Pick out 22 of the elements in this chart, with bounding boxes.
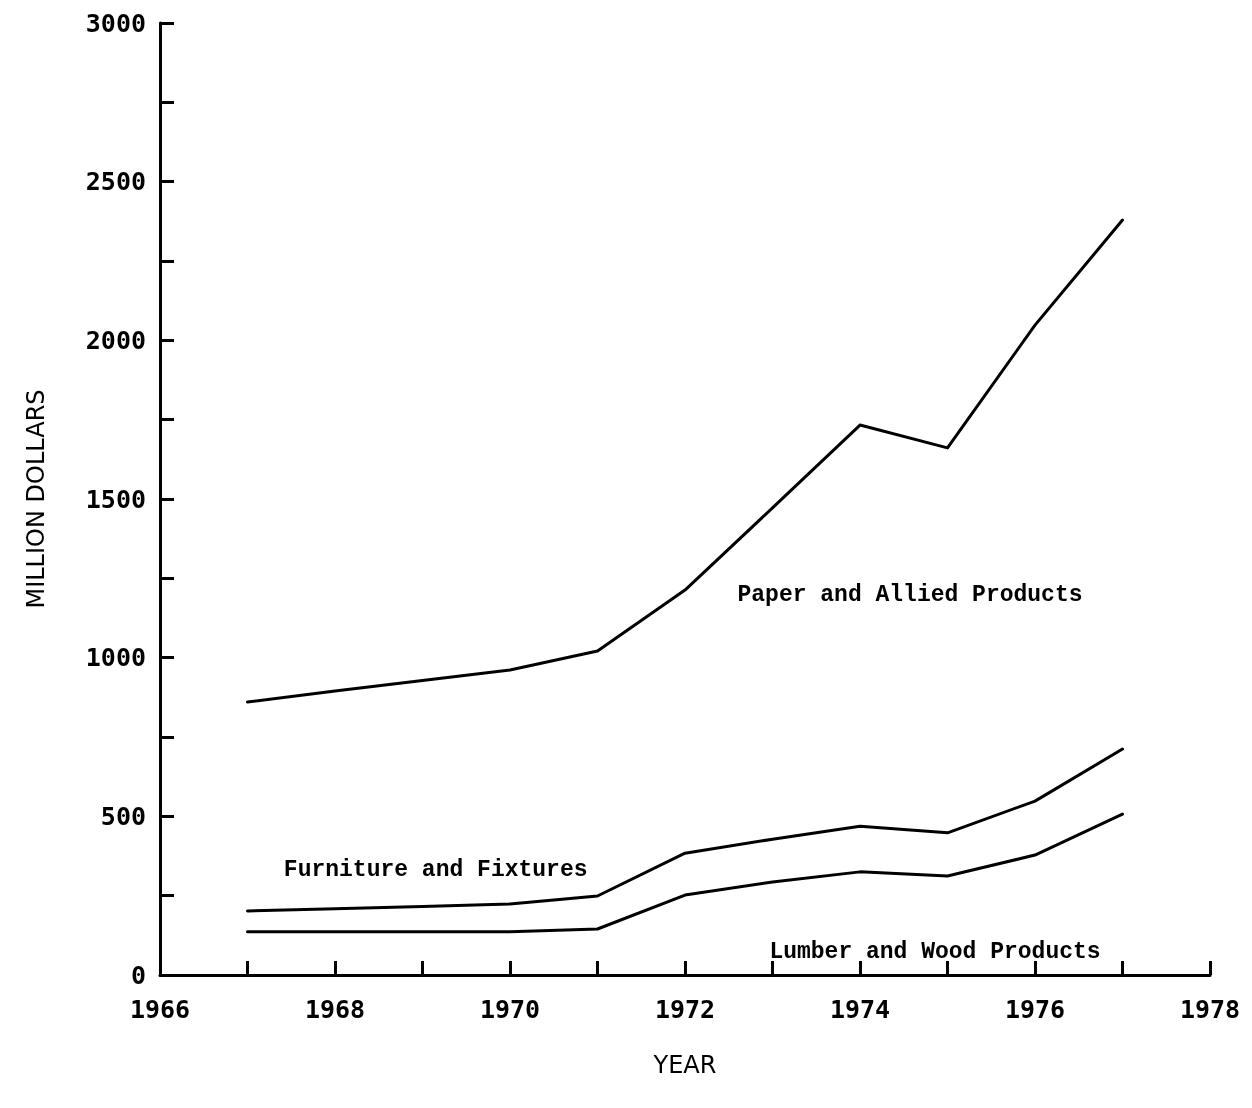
x-tick-label: 1966 [129,995,191,1024]
y-axis-title: MILLION DOLLARS [22,389,50,609]
y-tick-label: 1500 [85,484,146,514]
x-tick-label: 1970 [479,995,541,1024]
x-tick-label: 1972 [654,995,716,1024]
y-tick-label: 3000 [85,8,146,38]
y-tick-label: 1000 [85,643,146,673]
line-series [246,218,1124,704]
y-tick-label: 0 [130,960,146,990]
line-series [246,747,1124,913]
x-tick-label: 1976 [1004,995,1066,1024]
x-tick-label: 1978 [1179,995,1241,1024]
x-axis-title: YEAR [652,1051,717,1079]
y-tick-label: 500 [100,801,146,831]
y-tick-label: 2500 [85,167,146,197]
line-series [246,812,1124,934]
series-label: Paper and Allied Products [737,582,1083,609]
x-tick-label: 1974 [829,995,891,1024]
x-tick-label: 1968 [304,995,366,1024]
series-label: Furniture and Fixtures [283,856,588,883]
text: Lumber and Wood Products [769,938,1101,965]
y-tick-label: 2000 [85,325,146,355]
